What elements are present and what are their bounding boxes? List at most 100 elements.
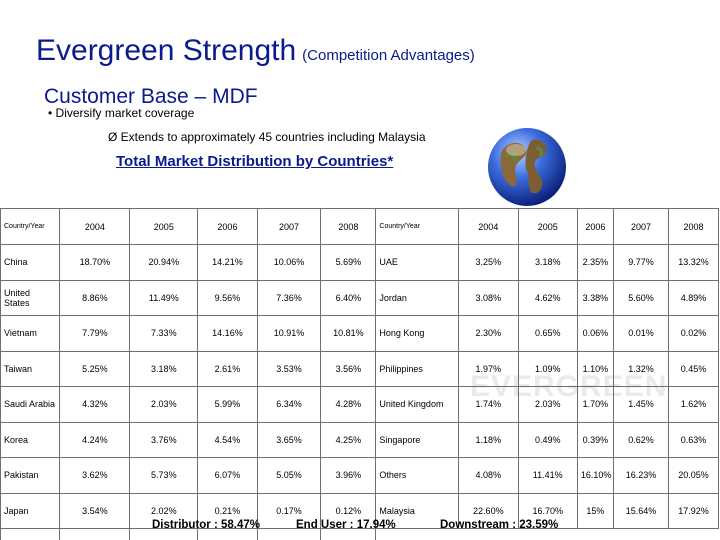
empty-cell	[669, 529, 719, 540]
value-cell: 0.17%	[256, 492, 322, 529]
header-year: 2006	[576, 208, 614, 245]
header-year: 2005	[517, 208, 578, 245]
header-year: 2008	[320, 208, 377, 245]
value-cell: 1.09%	[517, 350, 578, 387]
value-cell: 11.41%	[517, 457, 578, 494]
value-cell: 2.03%	[517, 386, 578, 423]
value-cell: 9.56%	[197, 279, 258, 316]
value-cell: 3.25%	[458, 244, 519, 281]
value-cell: 3.62%	[59, 457, 131, 494]
value-cell: 4.24%	[59, 421, 131, 458]
value-cell: 1.97%	[458, 350, 519, 387]
value-cell: 1.74%	[458, 386, 519, 423]
value-cell: 1.32%	[612, 350, 670, 387]
value-cell: 0.39%	[576, 421, 614, 458]
header-year: 2004	[59, 208, 131, 245]
subtitle: Customer Base – MDF	[44, 85, 258, 108]
value-cell: 10.81%	[320, 315, 377, 352]
value-cell: 6.34%	[256, 386, 322, 423]
table-row: China 18.70% 20.94% 14.21% 10.06% 5.69% UAE 3.2…	[0, 244, 719, 281]
value-cell: 2.03%	[129, 386, 199, 423]
value-cell: 4.25%	[320, 421, 377, 458]
country-cell: Hong Kong	[375, 315, 460, 352]
header-country-year: Country/Year	[375, 208, 460, 245]
end-user-share: End User : 17.94%	[296, 519, 396, 531]
country-cell: Philippines	[375, 350, 460, 387]
table-row: Vietnam 7.79% 7.33% 14.16% 10.91% 10.81% Hong …	[0, 315, 719, 352]
table-row: Saudi Arabia 4.32% 2.03% 5.99% 6.34% 4.28% Uni…	[0, 386, 719, 423]
country-cell: Singapore	[375, 421, 460, 458]
value-cell: 17.92%	[668, 492, 719, 529]
value-cell: 4.62%	[517, 279, 578, 316]
header-country-year: Country/Year	[0, 208, 61, 245]
header-year: 2007	[256, 208, 322, 245]
value-cell: 18.70%	[59, 244, 131, 281]
value-cell: 3.76%	[129, 421, 199, 458]
country-cell: UAE	[375, 244, 460, 281]
value-cell: 1.70%	[576, 386, 614, 423]
value-cell: 3.18%	[517, 244, 578, 281]
country-cell: Korea	[0, 421, 61, 458]
value-cell: 4.89%	[668, 279, 719, 316]
empty-cell	[613, 529, 668, 540]
title-main: Evergreen Strength	[36, 34, 297, 67]
value-cell: 7.36%	[256, 279, 322, 316]
value-cell: 3.18%	[129, 350, 199, 387]
empty-cell	[577, 529, 613, 540]
table-row: Kuwait3.48%3.35%2.57%2.30%2.03%	[0, 528, 719, 540]
value-cell: 14.16%	[197, 315, 258, 352]
value-cell: 10.06%	[256, 244, 322, 281]
value-cell: 11.49%	[129, 279, 199, 316]
value-cell: 3.65%	[256, 421, 322, 458]
value-cell: 5.60%	[612, 279, 670, 316]
value-cell: 16.23%	[612, 457, 670, 494]
value-cell: 20.05%	[668, 457, 719, 494]
value-cell: 0.65%	[517, 315, 578, 352]
value-cell: 5.25%	[59, 350, 131, 387]
bullet-text: • Diversify market coverage	[48, 106, 195, 120]
value-cell: 3.38%	[576, 279, 614, 316]
value-cell: 3.56%	[320, 350, 377, 387]
value-cell: 2.57%	[197, 528, 258, 540]
value-cell: 5.73%	[129, 457, 199, 494]
value-cell: 16.10%	[576, 457, 614, 494]
value-cell: 4.28%	[320, 386, 377, 423]
value-cell: 2.03%	[320, 528, 377, 540]
country-cell: Saudi Arabia	[0, 386, 61, 423]
value-cell: 4.08%	[458, 457, 519, 494]
title-sub: (Competition Advantages)	[302, 47, 475, 64]
header-year: 2008	[668, 208, 719, 245]
value-cell: 9.77%	[612, 244, 670, 281]
value-cell: 5.69%	[320, 244, 377, 281]
value-cell: 2.30%	[458, 315, 519, 352]
value-cell: 0.21%	[197, 492, 258, 529]
table-row: Taiwan 5.25% 3.18% 2.61% 3.53% 3.56% Philippin…	[0, 350, 719, 387]
value-cell: 1.45%	[612, 386, 670, 423]
table-row: Korea 4.24% 3.76% 4.54% 3.65% 4.25% Singapore 1…	[0, 421, 719, 458]
country-cell: United States	[0, 279, 61, 316]
value-cell: 7.33%	[129, 315, 199, 352]
slide-title: Evergreen Strength (Competition Advantage…	[36, 34, 475, 68]
country-cell: Malaysia	[375, 492, 460, 529]
value-cell: 1.18%	[458, 421, 519, 458]
value-cell: 7.79%	[59, 315, 131, 352]
header-year: 2004	[458, 208, 519, 245]
value-cell: 1.62%	[668, 386, 719, 423]
value-cell: 15.64%	[612, 492, 670, 529]
table-header-row: Country/Year 2004 2005 2006 2007 2008 Country/…	[0, 208, 719, 245]
header-year: 2006	[197, 208, 258, 245]
value-cell: 20.94%	[129, 244, 199, 281]
value-cell: 4.32%	[59, 386, 131, 423]
table-row: Pakistan 3.62% 5.73% 6.07% 5.05% 3.96% Others 4…	[0, 457, 719, 494]
country-cell: China	[0, 244, 61, 281]
distributor-share: Distributor : 58.47%	[152, 519, 260, 531]
arrow-bullet-text: Ø Extends to approximately 45 countries …	[108, 130, 426, 144]
globe-icon	[488, 128, 566, 206]
distribution-table: Country/Year 2004 2005 2006 2007 2008 Country/…	[0, 208, 719, 540]
value-cell: 0.02%	[668, 315, 719, 352]
value-cell: 0.01%	[612, 315, 670, 352]
value-cell: 0.49%	[517, 421, 578, 458]
value-cell: 5.05%	[256, 457, 322, 494]
table-title: Total Market Distribution by Countries*	[116, 153, 394, 170]
downstream-share: Downstream : 23.59%	[440, 519, 559, 531]
